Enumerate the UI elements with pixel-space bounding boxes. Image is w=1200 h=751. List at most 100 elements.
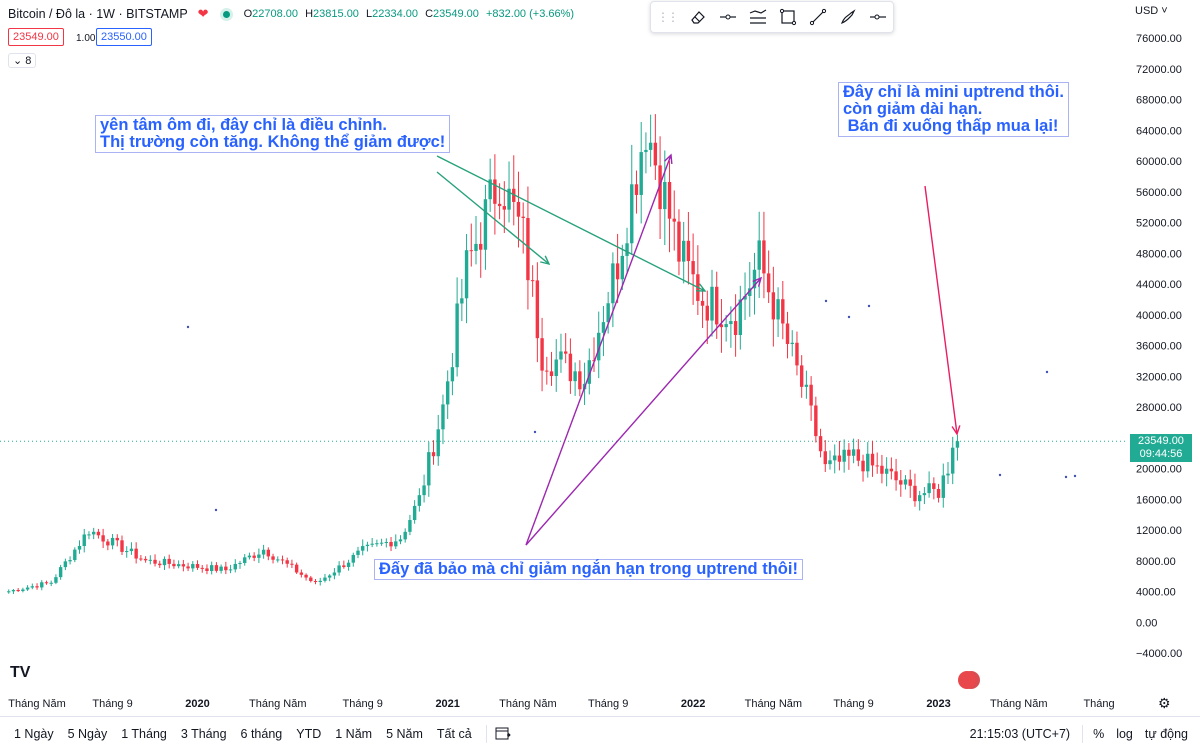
- candle[interactable]: [757, 240, 761, 270]
- annotation-uptrend-text[interactable]: Đấy đã bảo mà chỉ giảm ngắn hạn trong up…: [374, 559, 803, 580]
- annotation-hold-text[interactable]: yên tâm ôm đi, đây chỉ là điều chỉnh. Th…: [95, 115, 451, 153]
- candle[interactable]: [563, 351, 568, 354]
- candle[interactable]: [507, 188, 511, 210]
- candle[interactable]: [724, 324, 728, 328]
- path-icon[interactable]: [743, 2, 773, 32]
- candle[interactable]: [351, 554, 355, 563]
- green-arrow-1[interactable]: [436, 171, 550, 265]
- candle[interactable]: [479, 243, 483, 250]
- range-5d-button[interactable]: 5 Ngày: [67, 727, 108, 741]
- clock-timezone[interactable]: 21:15:03 (UTC+7): [969, 727, 1071, 741]
- eraser-icon[interactable]: [683, 2, 713, 32]
- range-3m-button[interactable]: 3 Tháng: [180, 727, 227, 741]
- candle[interactable]: [219, 566, 223, 571]
- candle[interactable]: [224, 566, 228, 571]
- goto-date-icon[interactable]: [495, 726, 511, 743]
- candle[interactable]: [677, 221, 681, 262]
- candle[interactable]: [158, 563, 162, 566]
- candle[interactable]: [346, 562, 351, 567]
- candle[interactable]: [625, 243, 629, 256]
- candle[interactable]: [766, 273, 771, 293]
- candle[interactable]: [936, 488, 941, 498]
- candle[interactable]: [266, 549, 271, 557]
- candle[interactable]: [578, 371, 582, 390]
- candle[interactable]: [280, 559, 285, 561]
- candle[interactable]: [195, 564, 200, 568]
- currency-selector[interactable]: USD ˅: [1135, 5, 1168, 17]
- line-icon[interactable]: [713, 2, 743, 32]
- candle[interactable]: [120, 540, 124, 552]
- candle[interactable]: [663, 181, 667, 210]
- candle[interactable]: [431, 452, 436, 457]
- candle[interactable]: [639, 152, 643, 195]
- candle[interactable]: [606, 303, 610, 323]
- candle[interactable]: [908, 479, 912, 486]
- candle[interactable]: [715, 286, 719, 325]
- candle[interactable]: [153, 559, 157, 564]
- candle[interactable]: [445, 381, 450, 405]
- purple-arrow-2[interactable]: [525, 277, 762, 546]
- candle[interactable]: [573, 371, 577, 382]
- candle[interactable]: [743, 296, 747, 300]
- candle[interactable]: [729, 321, 733, 325]
- candle[interactable]: [233, 563, 237, 570]
- candle[interactable]: [653, 142, 658, 166]
- candle[interactable]: [257, 554, 261, 558]
- candle[interactable]: [927, 483, 931, 494]
- candle[interactable]: [880, 465, 884, 474]
- candle[interactable]: [106, 541, 110, 546]
- candle[interactable]: [851, 449, 856, 456]
- candle[interactable]: [866, 453, 870, 472]
- candle[interactable]: [799, 365, 804, 387]
- candle[interactable]: [700, 300, 705, 306]
- candle[interactable]: [16, 589, 20, 592]
- candle[interactable]: [809, 384, 813, 406]
- range-1m-button[interactable]: 1 Tháng: [121, 727, 167, 741]
- candle[interactable]: [408, 520, 412, 532]
- candle[interactable]: [790, 342, 794, 345]
- candle[interactable]: [342, 565, 346, 567]
- candle[interactable]: [96, 531, 101, 536]
- candle[interactable]: [620, 255, 625, 280]
- buy-price-button[interactable]: 23550.00: [96, 28, 152, 46]
- candle[interactable]: [899, 480, 903, 485]
- candle[interactable]: [889, 468, 894, 472]
- candle[interactable]: [398, 539, 403, 542]
- candle[interactable]: [474, 243, 478, 251]
- range-1y-button[interactable]: 1 Năm: [335, 727, 373, 741]
- candle[interactable]: [441, 404, 445, 430]
- candle[interactable]: [58, 567, 63, 578]
- candle[interactable]: [68, 560, 72, 562]
- candle[interactable]: [73, 549, 77, 561]
- candle[interactable]: [833, 455, 837, 461]
- candle[interactable]: [526, 217, 530, 281]
- candle[interactable]: [327, 575, 332, 578]
- candle[interactable]: [932, 483, 936, 489]
- candle[interactable]: [951, 447, 955, 474]
- candle[interactable]: [719, 324, 724, 328]
- candle[interactable]: [658, 165, 662, 210]
- candle[interactable]: [941, 475, 945, 498]
- candle[interactable]: [535, 280, 540, 339]
- candle[interactable]: [389, 541, 393, 547]
- candle[interactable]: [691, 261, 695, 275]
- candle[interactable]: [427, 452, 431, 486]
- candle[interactable]: [337, 565, 341, 573]
- candle[interactable]: [209, 565, 214, 572]
- candle[interactable]: [323, 577, 327, 581]
- candle[interactable]: [186, 566, 190, 569]
- candle[interactable]: [587, 360, 591, 384]
- candle[interactable]: [795, 342, 799, 366]
- brush-icon[interactable]: [833, 2, 863, 32]
- candle[interactable]: [11, 589, 16, 592]
- candle[interactable]: [172, 563, 176, 567]
- candle[interactable]: [488, 179, 492, 200]
- candle[interactable]: [370, 543, 374, 545]
- candle[interactable]: [162, 558, 167, 566]
- range-5y-button[interactable]: 5 Năm: [386, 727, 423, 741]
- candle[interactable]: [384, 541, 389, 543]
- candle[interactable]: [884, 468, 889, 474]
- candle[interactable]: [785, 323, 790, 345]
- candle[interactable]: [200, 567, 204, 569]
- candle[interactable]: [125, 551, 129, 553]
